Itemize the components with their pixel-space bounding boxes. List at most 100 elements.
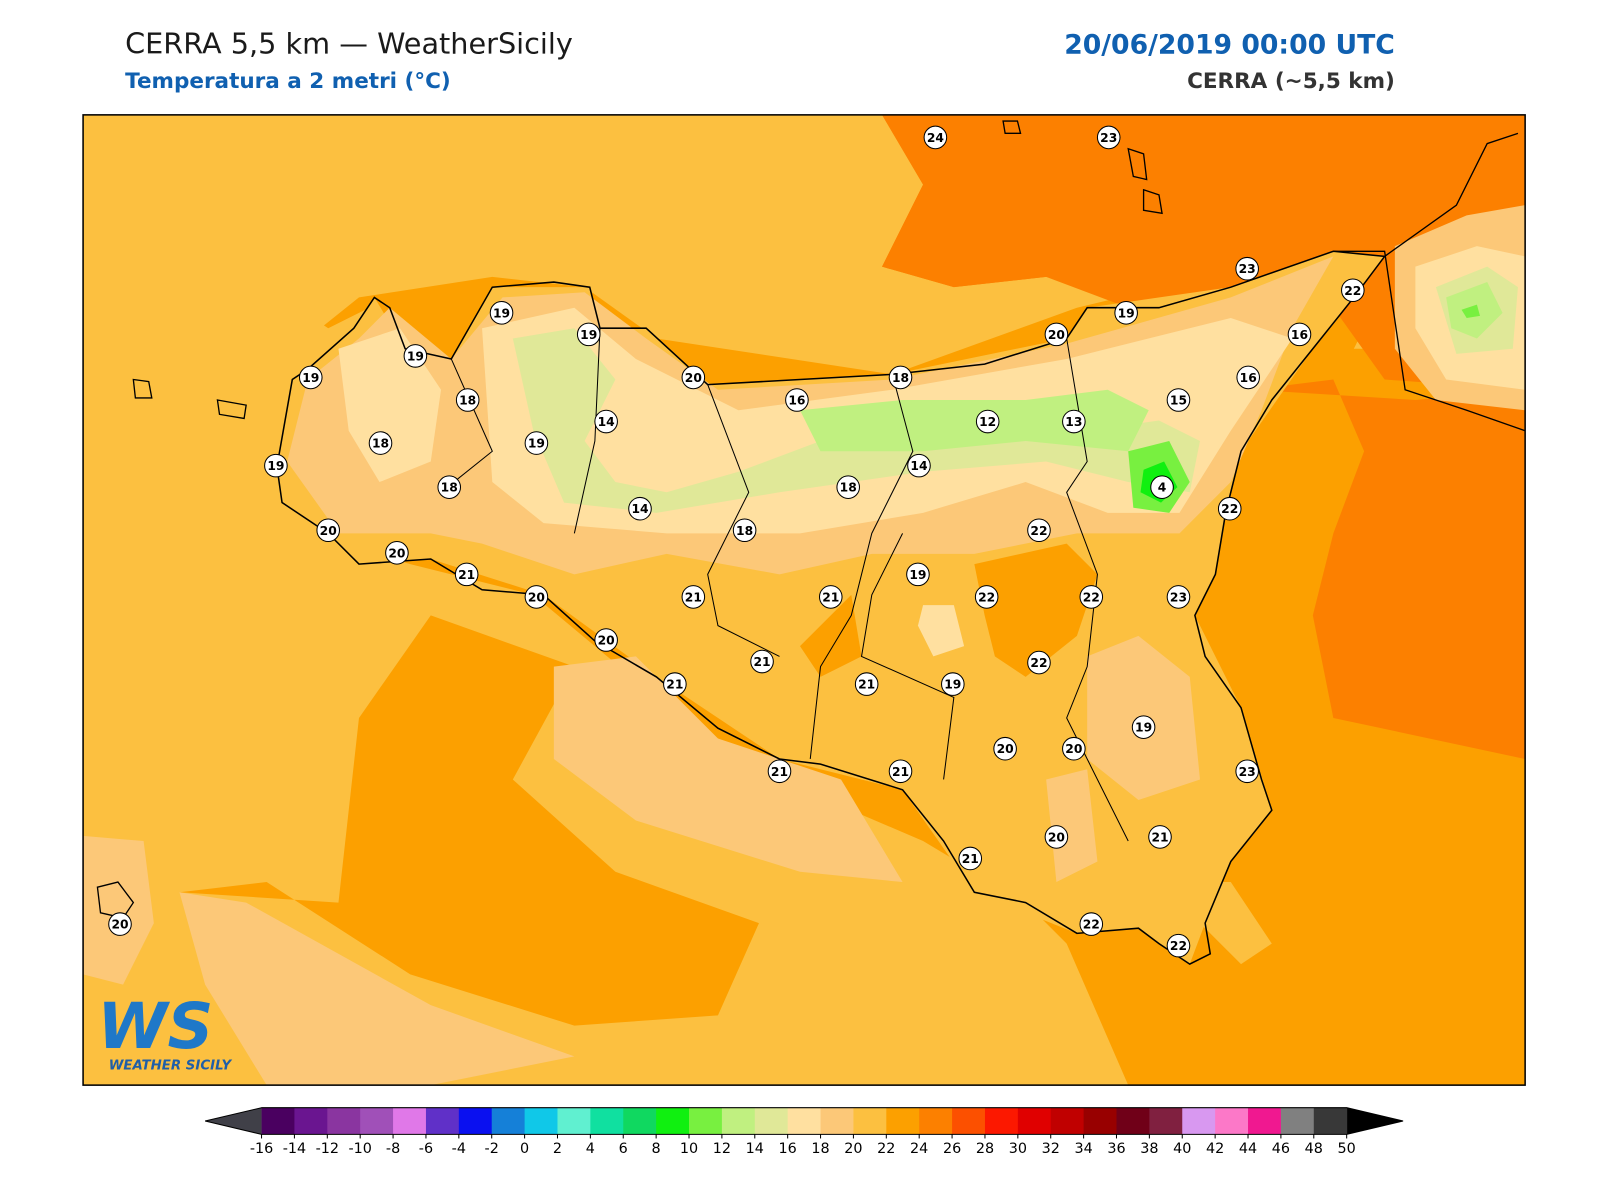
station-marker xyxy=(489,301,514,325)
station-value: 15 xyxy=(1170,394,1187,408)
colorbar-bin xyxy=(327,1107,361,1135)
station-marker xyxy=(1235,759,1259,784)
colorbar-bin xyxy=(491,1107,526,1135)
colorbar-bin xyxy=(360,1107,394,1135)
station: 20 xyxy=(524,585,549,609)
datetime: 20/06/2019 00:00 UTC xyxy=(1064,29,1395,60)
station: 14 xyxy=(594,409,618,434)
station: 22 xyxy=(1027,518,1051,543)
colorbar-tick-label: 28 xyxy=(976,1141,994,1157)
station: 21 xyxy=(888,759,913,784)
station: 23 xyxy=(1235,256,1259,281)
colorbar-tick-label: 48 xyxy=(1305,1141,1323,1157)
station-value: 19 xyxy=(407,349,424,363)
station-value: 21 xyxy=(458,568,475,582)
station: 20 xyxy=(681,365,706,390)
station-value: 20 xyxy=(111,918,128,932)
colorbar-bin xyxy=(656,1107,690,1135)
station-marker xyxy=(1062,736,1086,761)
temperature-field xyxy=(83,114,1526,1086)
colorbar-tick-label: 22 xyxy=(877,1141,895,1157)
station-value: 22 xyxy=(1083,918,1100,932)
station-marker xyxy=(1166,933,1191,958)
station-value: 4 xyxy=(1158,481,1167,495)
colorbar-bin xyxy=(886,1107,920,1135)
station: 20 xyxy=(1044,825,1069,849)
station: 19 xyxy=(1114,301,1138,325)
station-value: 19 xyxy=(1135,721,1152,735)
colorbar-bin xyxy=(590,1107,624,1135)
station-value: 18 xyxy=(892,371,909,385)
title: CERRA 5,5 km — WeatherSicily xyxy=(125,26,573,60)
station: 16 xyxy=(785,388,809,412)
colorbar-bin xyxy=(393,1107,427,1135)
colorbar-bin xyxy=(1149,1107,1183,1135)
colorbar-tick-label: 42 xyxy=(1206,1141,1224,1157)
colorbar-tick-label: 26 xyxy=(943,1141,961,1157)
station: 14 xyxy=(907,453,931,478)
station-value: 19 xyxy=(944,678,961,692)
station-marker xyxy=(1044,825,1069,849)
station-value: 20 xyxy=(1048,830,1065,844)
station-value: 16 xyxy=(1291,328,1308,342)
station: 21 xyxy=(750,649,774,674)
station: 23 xyxy=(1096,125,1121,150)
station-marker xyxy=(974,585,999,609)
colorbar-tick-label: 30 xyxy=(1009,1141,1027,1157)
station-marker xyxy=(454,562,479,587)
station-value: 13 xyxy=(1065,415,1082,429)
station-marker xyxy=(1114,301,1138,325)
colorbar-bin xyxy=(1182,1107,1216,1135)
station-value: 21 xyxy=(822,590,839,604)
station-marker xyxy=(1235,256,1259,281)
colorbar-bin xyxy=(1017,1107,1052,1135)
station-value: 12 xyxy=(979,415,996,429)
colorbar-under xyxy=(205,1107,262,1135)
station: 21 xyxy=(958,846,983,871)
station-marker xyxy=(524,431,549,455)
station-marker xyxy=(1079,585,1104,609)
colorbar-tick-label: 18 xyxy=(811,1141,829,1157)
station-marker xyxy=(958,846,983,871)
station: 20 xyxy=(316,518,340,543)
station-marker xyxy=(941,672,965,696)
colorbar-bin xyxy=(853,1107,887,1135)
colorbar-bin xyxy=(952,1107,986,1135)
station-marker xyxy=(1150,475,1174,499)
station: 23 xyxy=(1166,585,1191,609)
station-value: 22 xyxy=(1083,590,1100,604)
station: 19 xyxy=(524,431,549,455)
station-value: 14 xyxy=(910,459,927,473)
station: 22 xyxy=(1079,585,1104,609)
station: 19 xyxy=(298,365,323,390)
station: 19 xyxy=(264,453,288,478)
station: 20 xyxy=(1044,322,1069,347)
station-marker xyxy=(1166,585,1191,609)
colorbar: -16 -14 -12 -10 -8 -6 -4 -2 0 2 4 6 8 10 12 14 16 18 20 22 2… xyxy=(205,1107,1404,1157)
station: 18 xyxy=(888,365,913,390)
colorbar-tick-label: -12 xyxy=(316,1141,339,1157)
station-value: 23 xyxy=(1239,765,1256,779)
colorbar-tick-label: 4 xyxy=(586,1141,595,1157)
colorbar-bin xyxy=(1116,1107,1150,1135)
station-marker xyxy=(888,365,913,390)
station: 22 xyxy=(974,585,999,609)
station-marker xyxy=(681,365,706,390)
colorbar-bin xyxy=(820,1107,854,1135)
station-marker xyxy=(1166,388,1191,412)
station: 19 xyxy=(1131,715,1156,739)
station: 18 xyxy=(437,475,462,499)
station-value: 18 xyxy=(736,524,753,538)
colorbar-tick-label: 20 xyxy=(844,1141,862,1157)
station: 21 xyxy=(854,672,879,696)
colorbar-bin xyxy=(787,1107,822,1135)
station-value: 19 xyxy=(580,328,597,342)
station: 23 xyxy=(1235,759,1259,784)
station-value: 21 xyxy=(858,678,875,692)
station-marker xyxy=(576,322,601,347)
colorbar-tick-label: 38 xyxy=(1140,1141,1158,1157)
source: CERRA (~5,5 km) xyxy=(1187,69,1395,94)
colorbar-tick-label: 44 xyxy=(1239,1141,1257,1157)
station-value: 19 xyxy=(267,459,284,473)
station: 20 xyxy=(385,541,409,565)
